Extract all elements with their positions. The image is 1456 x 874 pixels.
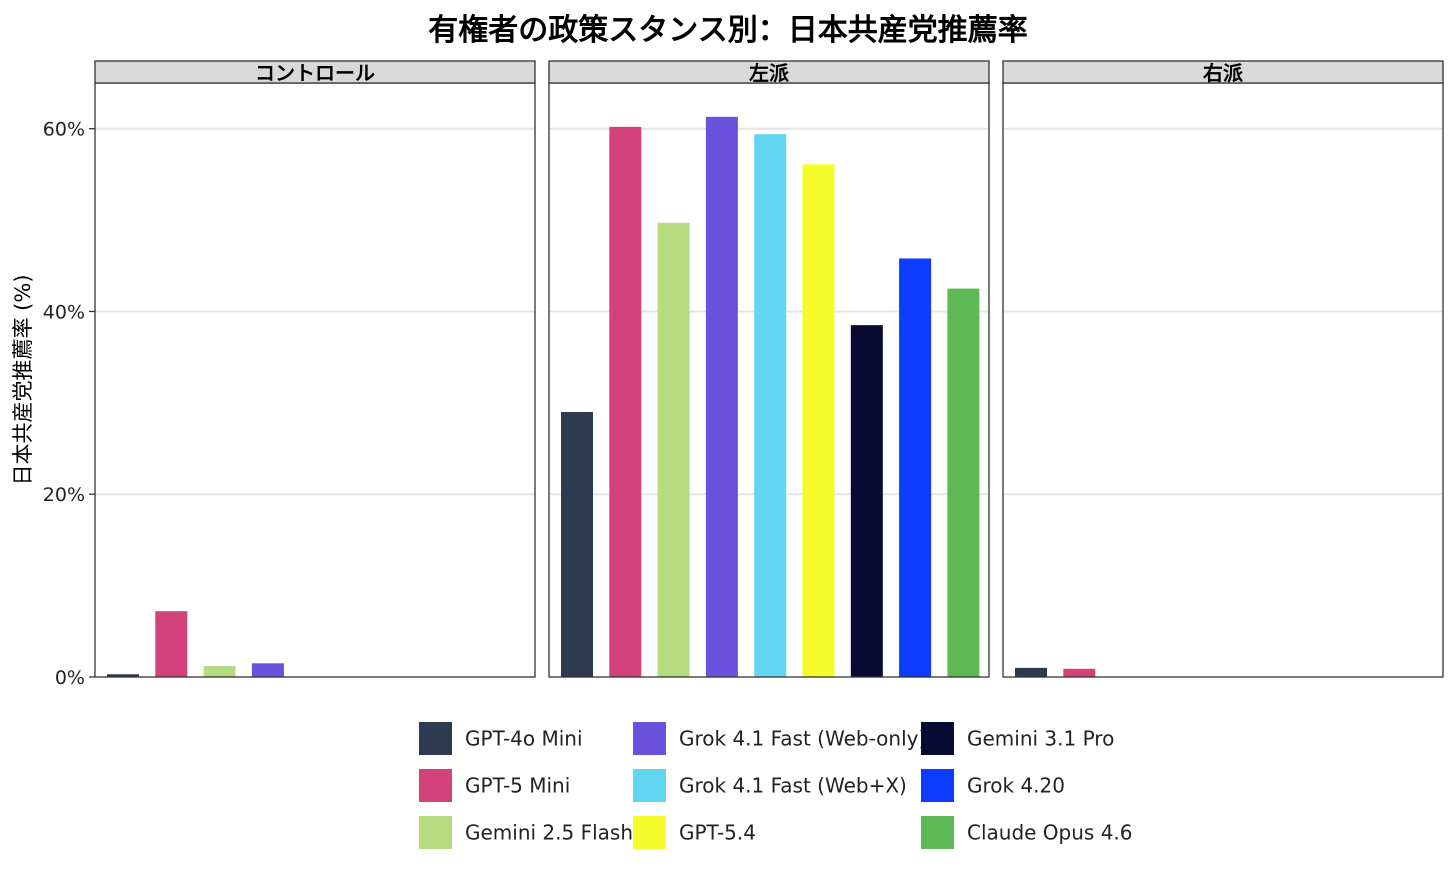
bar bbox=[802, 164, 835, 678]
legend-item: GPT-5.4 bbox=[633, 816, 756, 849]
legend-label: Grok 4.1 Fast (Web-only) bbox=[679, 727, 926, 751]
bar bbox=[609, 126, 642, 677]
panel-background bbox=[95, 83, 535, 677]
y-tick-label: 0% bbox=[55, 667, 85, 689]
facet-label: コントロール bbox=[255, 61, 375, 85]
y-axis: 0% 20% 40% 60% bbox=[43, 119, 95, 689]
legend-label: GPT-5 Mini bbox=[465, 774, 570, 798]
legend-item: Grok 4.1 Fast (Web+X) bbox=[633, 769, 907, 802]
y-tick-label: 20% bbox=[43, 484, 85, 506]
legend-item: GPT-4o Mini bbox=[419, 722, 583, 755]
bar bbox=[1063, 668, 1096, 677]
legend-item: Gemini 3.1 Pro bbox=[921, 722, 1114, 755]
legend-swatch bbox=[633, 722, 666, 755]
legend-swatch bbox=[921, 816, 954, 849]
legend-label: Gemini 3.1 Pro bbox=[967, 727, 1114, 751]
chart-title: 有権者の政策スタンス別：日本共産党推薦率 bbox=[428, 13, 1027, 48]
bar bbox=[155, 611, 188, 677]
legend-swatch bbox=[633, 769, 666, 802]
bar bbox=[947, 288, 980, 677]
legend-item: Claude Opus 4.6 bbox=[921, 816, 1133, 849]
bar bbox=[251, 663, 284, 677]
legend-label: GPT-5.4 bbox=[679, 821, 756, 845]
bar bbox=[1015, 667, 1047, 677]
legend: GPT-4o Mini GPT-5 Mini Gemini 2.5 Flash Gro… bbox=[419, 722, 1133, 849]
legend-swatch bbox=[419, 722, 452, 755]
legend-item: GPT-5 Mini bbox=[419, 769, 570, 802]
legend-label: Claude Opus 4.6 bbox=[967, 821, 1133, 845]
bar bbox=[107, 674, 139, 677]
y-tick-label: 40% bbox=[43, 301, 85, 323]
bar bbox=[754, 134, 787, 677]
bar bbox=[561, 411, 593, 677]
facet-label: 右派 bbox=[1203, 61, 1244, 85]
bar bbox=[203, 666, 236, 677]
bar bbox=[657, 222, 690, 677]
legend-label: Gemini 2.5 Flash bbox=[465, 821, 633, 845]
facet-strip bbox=[548, 60, 990, 84]
bar bbox=[899, 258, 932, 677]
facet-panels: コントロール 左派 右派 bbox=[94, 60, 1444, 678]
legend-item: Grok 4.20 bbox=[921, 769, 1065, 802]
facet-strip bbox=[1002, 60, 1444, 84]
bar bbox=[705, 116, 738, 677]
legend-swatch bbox=[921, 722, 954, 755]
y-tick-label: 60% bbox=[43, 119, 85, 141]
legend-swatch bbox=[921, 769, 954, 802]
facet-panel: 右派 bbox=[1002, 60, 1444, 678]
panel-background bbox=[1003, 83, 1443, 677]
legend-item: Gemini 2.5 Flash bbox=[419, 816, 633, 849]
legend-label: Grok 4.1 Fast (Web+X) bbox=[679, 774, 907, 798]
facet-panel: 左派 bbox=[548, 60, 990, 678]
legend-label: Grok 4.20 bbox=[967, 774, 1065, 798]
legend-swatch bbox=[419, 769, 452, 802]
y-axis-label: 日本共産党推薦率 (%) bbox=[11, 274, 35, 485]
legend-swatch bbox=[419, 816, 452, 849]
facet-strip bbox=[94, 60, 536, 84]
facet-panel: コントロール bbox=[94, 60, 536, 678]
legend-label: GPT-4o Mini bbox=[465, 727, 583, 751]
legend-item: Grok 4.1 Fast (Web-only) bbox=[633, 722, 926, 755]
legend-swatch bbox=[633, 816, 666, 849]
facet-label: 左派 bbox=[749, 61, 790, 85]
bar bbox=[850, 325, 883, 677]
